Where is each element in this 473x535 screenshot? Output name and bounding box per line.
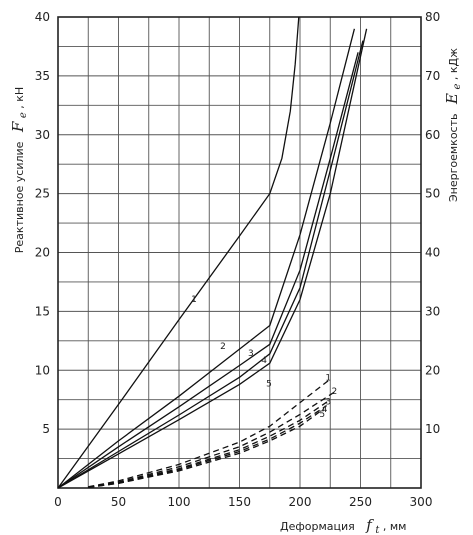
x-tick-label: 200 [289,495,312,509]
x-tick-label: 0 [54,495,62,509]
y-left-tick-label: 20 [35,246,50,260]
x-tick-label: 50 [111,495,126,509]
y-right-axis-label: Энергоемкость [447,114,460,203]
y-left-tick-label: 5 [42,422,50,436]
energy-curve-1 [88,378,331,488]
y-right-tick-label: 10 [425,422,440,436]
force-curve-label: 4 [261,356,267,366]
force-curve-1 [57,16,300,489]
y-right-tick-label: 60 [425,128,440,142]
y-left-tick-label: 15 [35,304,50,318]
y-right-axis-title: Энергоемкость E e , кДж [443,48,463,202]
y-left-tick-label: 30 [35,128,50,142]
force-curve-label: 5 [266,380,272,390]
force-curve-label: 3 [248,349,254,359]
x-tick-labels: 0 50 100 150 200 250 300 [54,495,432,509]
y-right-tick-label: 30 [425,304,440,318]
y-left-tick-label: 40 [35,10,50,24]
y-right-tick-label: 80 [425,10,440,24]
x-tick-label: 250 [349,495,372,509]
force-curve-label: 1 [191,295,197,305]
y-right-tick-labels: 10 20 30 40 50 60 70 80 [425,10,440,436]
force-curve-label: 2 [220,342,226,352]
force-curve-2 [57,28,356,489]
y-right-axis-subscript: e [452,84,463,90]
x-axis-subscript: t [375,525,380,535]
x-axis-label: Деформация [280,520,355,533]
y-right-axis-unit: , кДж [447,48,460,80]
y-right-tick-label: 20 [425,363,440,377]
force-curve-5 [57,28,368,489]
plot-frame [57,16,422,489]
energy-curve-label: 3 [325,397,331,407]
series-lines [57,16,368,489]
y-left-tick-label: 25 [35,187,50,201]
energy-curve-label: 5 [319,410,325,420]
x-tick-label: 100 [168,495,191,509]
y-right-tick-label: 40 [425,246,440,260]
y-right-tick-label: 70 [425,69,440,83]
x-tick-label: 300 [410,495,433,509]
y-left-tick-label: 35 [35,69,50,83]
y-right-axis-symbol: E [443,93,461,105]
energy-curve-label: 2 [331,387,337,397]
energy-curve-4 [88,405,327,489]
x-axis-unit: , мм [383,520,407,533]
energy-curve-5 [88,407,325,489]
force-curve-4 [57,40,364,489]
y-left-tick-label: 10 [35,363,50,377]
x-tick-label: 150 [228,495,251,509]
y-left-axis-symbol: F [9,121,27,133]
y-left-tick-labels: 5 10 15 20 25 30 35 40 [35,10,50,436]
y-right-tick-label: 50 [425,187,440,201]
y-left-axis-unit: , кН [13,87,26,109]
x-axis-symbol: f [365,516,374,534]
y-left-axis-title: Реактивное усилие F e , кН [9,87,29,253]
force-curve-3 [57,52,359,489]
y-left-axis-subscript: e [18,112,29,118]
energy-curve-2 [88,390,337,488]
energy-curve-label: 4 [322,405,328,415]
y-left-axis-label: Реактивное усилие [13,141,26,253]
energy-curve-label: 1 [325,373,331,383]
grid [58,17,421,488]
x-axis-title: Деформация f t , мм [280,516,406,535]
